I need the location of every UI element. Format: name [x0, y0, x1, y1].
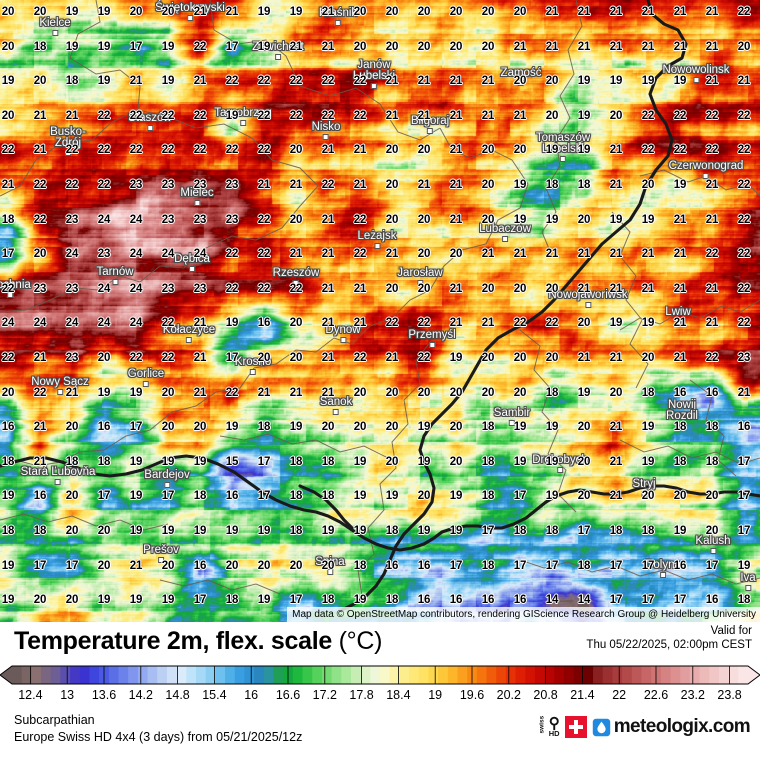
- chart-header: Temperature 2m, flex. scale (°C) Valid f…: [0, 622, 760, 664]
- meteologix-logo[interactable]: meteologix.com: [592, 716, 751, 738]
- scale-tick-22-6: 22.6: [643, 688, 669, 702]
- region-name: Subcarpathian: [14, 713, 95, 727]
- swiss-flag-icon: [564, 716, 587, 738]
- page-title: Temperature 2m, flex. scale (°C): [14, 627, 382, 656]
- swiss-hd-logo: swiss ⚲ HD: [536, 714, 560, 738]
- color-scale: 12.4 13 13.6 14.2 14.8 15.4 16 16.6 17.2 17.8 18.4…: [0, 664, 760, 710]
- valid-for-block: Valid for Thu 05/22/2025, 02:00pm CEST: [586, 624, 752, 652]
- color-scale-bar: [0, 665, 760, 685]
- valid-for-label: Valid for: [710, 625, 752, 637]
- valid-for-datetime: Thu 05/22/2025, 02:00pm CEST: [586, 639, 752, 651]
- swiss-hd-vertical-text: swiss: [538, 715, 546, 733]
- scale-tick-20-2: 20.2: [496, 688, 521, 702]
- scale-tick-18-4: 18.4: [386, 688, 411, 702]
- scale-tick-16-6: 16.6: [275, 688, 301, 702]
- scale-tick-20-8: 20.8: [533, 688, 558, 702]
- temperature-map[interactable]: Kielce Świętokrzyski Kraśnik Zawichost Janów…: [0, 0, 760, 622]
- scale-tick-22: 22: [612, 688, 627, 702]
- scale-tick-21-4: 21.4: [570, 688, 595, 702]
- scale-tick-13-6: 13.6: [91, 688, 117, 702]
- scale-tick-23-2: 23.2: [680, 688, 705, 702]
- scale-tick-12-4: 12.4: [18, 688, 43, 702]
- map-attribution: Map data © OpenStreetMap contributors, r…: [287, 607, 760, 622]
- magnifier-icon: ⚲: [548, 714, 560, 732]
- q-hd-mark: ⚲ HD: [548, 714, 560, 738]
- color-scale-ticklabels: 12.4 13 13.6 14.2 14.8 15.4 16 16.6 17.2 17.8 18.4…: [0, 688, 760, 708]
- scale-tick-17-8: 17.8: [349, 688, 374, 702]
- scale-tick-17-2: 17.2: [312, 688, 337, 702]
- footer: Subcarpathian Europe Swiss HD 4x4 (3 day…: [0, 710, 760, 758]
- scale-tick-13: 13: [60, 688, 75, 702]
- water-drop-icon: [592, 718, 610, 736]
- scale-tick-23-8: 23.8: [717, 688, 742, 702]
- title-text: Temperature 2m, flex. scale: [14, 627, 332, 655]
- hd-label: HD: [548, 728, 560, 738]
- scale-tick-14-2: 14.2: [128, 688, 153, 702]
- scale-tick-16: 16: [244, 688, 259, 702]
- meteologix-wordmark: meteologix.com: [613, 716, 751, 737]
- footer-text: Subcarpathian Europe Swiss HD 4x4 (3 day…: [14, 712, 302, 746]
- brand-block[interactable]: swiss ⚲ HD meteologix.com: [536, 714, 751, 738]
- scale-tick-19-6: 19.6: [459, 688, 485, 702]
- scale-tick-19: 19: [428, 688, 443, 702]
- title-unit: (°C): [338, 627, 383, 655]
- scale-tick-14-8: 14.8: [165, 688, 190, 702]
- scale-tick-15-4: 15.4: [202, 688, 227, 702]
- map-borders-layer: [0, 0, 760, 613]
- model-run-info: Europe Swiss HD 4x4 (3 days) from 05/21/…: [14, 730, 303, 744]
